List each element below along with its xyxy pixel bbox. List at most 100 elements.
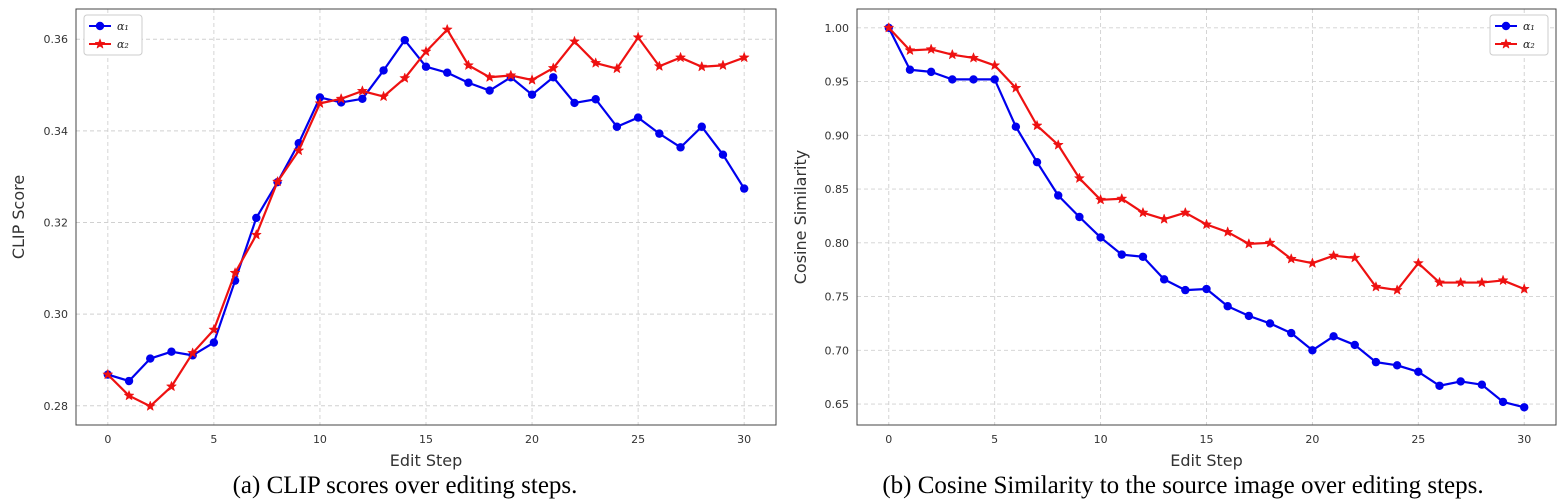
- data-point: [505, 69, 517, 81]
- legend-swatch-marker: [94, 38, 106, 49]
- data-point: [1435, 381, 1444, 390]
- data-point: [208, 323, 220, 335]
- data-point: [904, 44, 916, 56]
- data-point: [1243, 237, 1255, 249]
- legend-swatch-marker: [95, 21, 105, 31]
- data-point: [1096, 233, 1105, 242]
- data-point: [1518, 283, 1530, 294]
- data-point: [653, 60, 665, 72]
- data-point: [989, 59, 1001, 71]
- data-point: [1349, 251, 1361, 263]
- figure-caption: (a) CLIP scores over editing steps.: [233, 472, 578, 499]
- data-point: [633, 113, 643, 122]
- data-point: [358, 94, 367, 103]
- data-point: [123, 389, 135, 401]
- data-point: [1222, 226, 1234, 237]
- data-point: [1414, 367, 1423, 376]
- legend-swatch-marker: [1501, 21, 1511, 31]
- data-point: [484, 71, 496, 83]
- data-point: [229, 266, 241, 278]
- x-tick-label: 25: [631, 433, 645, 446]
- x-tick-label: 10: [1094, 433, 1108, 446]
- data-point: [1031, 119, 1043, 131]
- data-point: [697, 122, 706, 131]
- data-point: [1498, 397, 1508, 407]
- x-tick-label: 20: [1305, 433, 1319, 446]
- data-point: [1054, 191, 1063, 200]
- data-point: [990, 75, 999, 84]
- x-tick-label: 5: [991, 433, 998, 446]
- data-point: [1244, 311, 1254, 321]
- data-point: [1327, 249, 1340, 261]
- data-point: [948, 75, 957, 84]
- data-point: [674, 51, 687, 63]
- data-point: [144, 400, 156, 411]
- x-tick-label: 30: [1517, 433, 1531, 446]
- data-point: [1202, 284, 1211, 294]
- data-point: [611, 62, 623, 74]
- data-point: [252, 213, 261, 223]
- data-point: [1073, 172, 1086, 184]
- data-point: [1010, 82, 1022, 93]
- data-point: [1456, 377, 1465, 386]
- y-axis-label: CLIP Score: [9, 175, 28, 259]
- legend-box: [1489, 14, 1549, 56]
- data-point: [718, 150, 728, 159]
- plot-frame: [856, 8, 1557, 426]
- data-point: [399, 72, 411, 83]
- data-point: [570, 98, 579, 108]
- legend-entry: α₂: [1523, 38, 1535, 51]
- data-point: [655, 129, 664, 138]
- data-point: [165, 380, 178, 392]
- legend-box: [83, 14, 143, 56]
- data-point: [1371, 357, 1381, 367]
- y-tick-label: 0.70: [825, 344, 850, 357]
- data-point: [590, 57, 602, 68]
- legend-entry: α₁: [1523, 20, 1535, 33]
- data-point: [526, 74, 538, 85]
- data-point: [335, 92, 347, 104]
- legend-entry: α₂: [117, 38, 129, 51]
- data-point: [676, 143, 685, 152]
- data-point: [464, 78, 473, 87]
- data-point: [462, 59, 475, 71]
- data-point: [1520, 403, 1529, 412]
- legend-entry: α₁: [117, 20, 129, 33]
- data-point: [1116, 192, 1128, 204]
- y-tick-label: 0.75: [825, 291, 850, 304]
- data-point: [696, 60, 708, 72]
- data-point: [632, 31, 644, 43]
- data-point: [568, 35, 581, 47]
- data-point: [1265, 319, 1275, 328]
- data-point: [1370, 280, 1382, 292]
- data-point: [1094, 193, 1107, 205]
- data-point: [969, 75, 978, 84]
- data-point: [187, 347, 199, 358]
- data-point: [739, 184, 749, 193]
- data-point: [946, 48, 958, 60]
- data-point: [1392, 361, 1402, 370]
- data-point: [1179, 206, 1191, 218]
- data-point: [420, 45, 432, 57]
- data-point: [612, 122, 622, 131]
- data-point: [485, 86, 494, 95]
- data-point: [146, 354, 155, 363]
- y-tick-label: 0.95: [825, 76, 850, 89]
- data-point: [441, 23, 453, 35]
- data-point: [356, 85, 368, 96]
- y-tick-label: 0.85: [825, 183, 850, 196]
- data-point: [1137, 206, 1149, 218]
- data-point: [167, 347, 176, 356]
- data-point: [1032, 157, 1042, 167]
- data-point: [905, 65, 915, 74]
- data-point: [1075, 212, 1084, 222]
- data-point: [271, 175, 284, 187]
- data-point: [1412, 257, 1424, 269]
- x-axis-label: Edit Step: [390, 451, 463, 470]
- data-point: [549, 73, 558, 82]
- y-tick-label: 0.34: [44, 125, 69, 138]
- y-tick-label: 1.00: [825, 22, 850, 35]
- data-point: [1138, 252, 1148, 261]
- y-tick-label: 0.32: [44, 216, 69, 229]
- data-point: [1264, 236, 1276, 248]
